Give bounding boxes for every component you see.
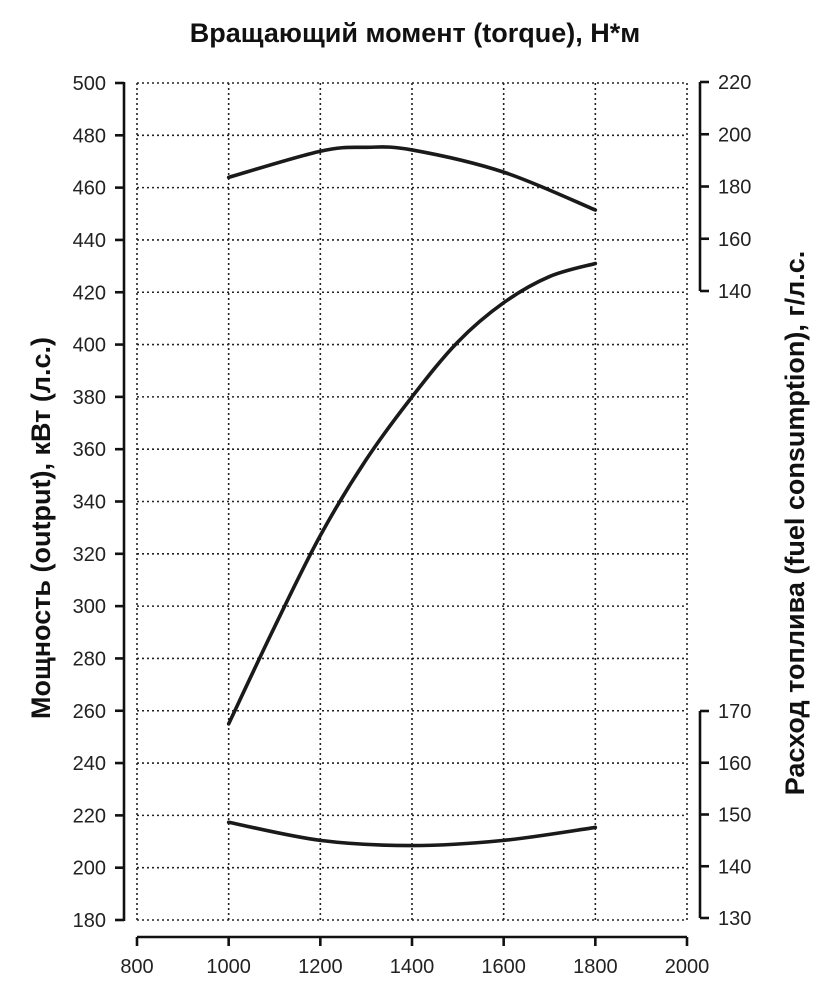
right-lower-tick-label: 150: [718, 805, 751, 827]
left-tick-label: 220: [73, 805, 106, 827]
x-tick-label: 1600: [481, 956, 526, 978]
output-curve: [226, 261, 598, 726]
left-tick-label: 500: [73, 73, 106, 95]
right-lower-tick-label: 130: [718, 908, 751, 930]
x-tick-label: 1000: [206, 956, 251, 978]
chart-title: Вращающий момент (torque), Н*м: [190, 18, 640, 48]
x-tick-label: 1800: [573, 956, 618, 978]
fuel-consumption-curve: [226, 820, 598, 848]
x-tick-label: 1400: [390, 956, 435, 978]
right-lower-tick-label: 170: [718, 701, 751, 723]
left-tick-label: 300: [73, 596, 106, 618]
axes: [115, 80, 709, 946]
x-tick-label: 2000: [665, 956, 710, 978]
left-tick-label: 400: [73, 335, 106, 357]
left-tick-label: 480: [73, 125, 106, 147]
left-tick-label: 460: [73, 178, 106, 200]
left-tick-label: 280: [73, 648, 106, 670]
right-lower-tick-label: 160: [718, 753, 751, 775]
right-axis-label: Расход топлива (fuel consumption), г/л.с…: [780, 251, 810, 796]
left-tick-label: 380: [73, 387, 106, 409]
torque-curve: [226, 145, 598, 212]
left-tick-label: 340: [73, 492, 106, 514]
grid: [136, 82, 688, 921]
left-tick-label: 320: [73, 544, 106, 566]
right-lower-tick-label: 140: [718, 856, 751, 878]
left-tick-label: 420: [73, 282, 106, 304]
right-upper-tick-label: 200: [718, 124, 751, 146]
left-axis-label: Мощность (output), кВт (л.с.): [26, 337, 56, 719]
curves: [226, 145, 598, 848]
x-tick-label: 1200: [298, 956, 343, 978]
left-tick-label: 200: [73, 858, 106, 880]
left-tick-label: 260: [73, 701, 106, 723]
tick-labels: 180 200 220 240 260 280 300 320 340 360 380 400 420 4…: [73, 72, 752, 978]
right-upper-tick-label: 140: [718, 281, 751, 303]
left-tick-label: 180: [73, 910, 106, 932]
left-tick-label: 360: [73, 439, 106, 461]
left-tick-label: 240: [73, 753, 106, 775]
right-upper-tick-label: 180: [718, 177, 751, 199]
right-upper-tick-label: 220: [718, 72, 751, 94]
x-tick-label: 800: [120, 956, 153, 978]
left-tick-label: 440: [73, 230, 106, 252]
right-upper-tick-label: 160: [718, 229, 751, 251]
